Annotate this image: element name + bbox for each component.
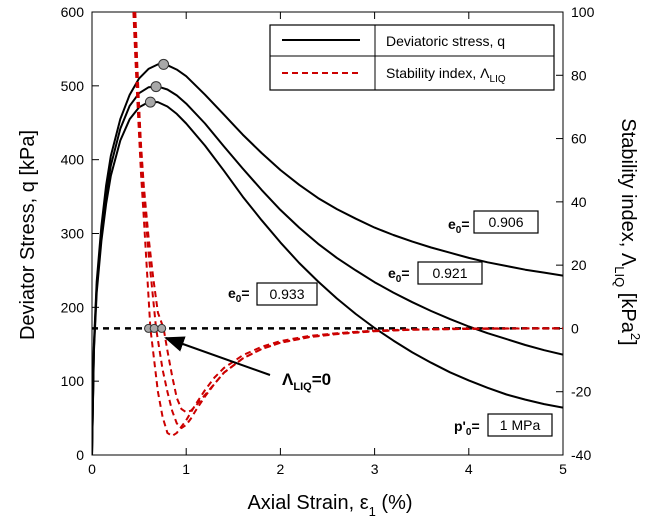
x-tick-label: 3 [371,461,379,477]
svg-text:e0=: e0= [388,265,410,285]
lambda-zero-label: ΛLIQ=0 [282,370,331,393]
legend: Deviatoric stress, q Stability index, ΛL… [269,24,555,91]
stability-curve-2 [132,12,563,437]
legend-label-stability: Stability index, ΛLIQ [386,65,506,85]
y-tick-label: 400 [61,152,85,168]
y-axis-title: Deviator Stress, q [kPa] [17,130,39,340]
deviatoric-stress-curves [92,63,563,455]
x-tick-label: 4 [465,461,473,477]
svg-text:0.906: 0.906 [488,214,523,230]
p0-label: p'0= 1 MPa [454,413,553,438]
zero-marker-2 [157,323,167,333]
peak-marker-1 [150,81,162,93]
y2-tick-label: 20 [571,257,587,273]
legend-label-stress: Deviatoric stress, q [386,33,505,49]
y-tick-label: 200 [61,299,85,315]
y2-tick-label: 60 [571,131,587,147]
y2-tick-label: 80 [571,67,587,83]
stress-curve-2 [92,101,563,455]
zero-point-arrow [164,336,271,376]
y2-axis-title: Stability index, ΛLIQ [kPa2] [612,118,643,345]
e0-label-0933: e0= 0.933 [228,282,318,306]
zero-marker-1 [149,323,159,333]
legend-box [269,24,555,91]
svg-text:p'0=: p'0= [454,418,480,438]
y2-tick-label: 0 [571,320,579,336]
y-tick-label: 600 [61,4,85,20]
y-tick-label: 500 [61,78,85,94]
y2-tick-label: -40 [571,447,591,463]
x-tick-label: 2 [277,461,285,477]
axis-tick-labels: 0 1 2 3 4 5 0 100 200 300 400 500 600 -40 -20 0 20 40 60 80… [61,4,595,477]
y-tick-label: 0 [76,447,84,463]
point-markers [144,58,170,333]
svg-text:0.921: 0.921 [432,265,467,281]
svg-text:1 MPa: 1 MPa [500,417,541,433]
y2-tick-label: -20 [571,384,591,400]
y2-tick-label: 40 [571,194,587,210]
stability-index-curves [132,12,563,437]
stress-curve-1 [92,85,563,455]
peak-marker-0 [158,58,170,70]
stress-curve-0 [92,63,563,455]
e0-label-0906: e0= 0.906 [448,210,539,236]
svg-text:0.933: 0.933 [269,286,304,302]
e0-label-0921: e0= 0.921 [388,261,483,285]
y-tick-label: 300 [61,226,85,242]
peak-marker-2 [144,96,156,108]
x-tick-label: 1 [182,461,190,477]
x-tick-label: 0 [88,461,96,477]
y2-tick-label: 100 [571,4,595,20]
svg-text:e0=: e0= [448,216,470,236]
x-axis-title: Axial Strain, ε1 (%) [247,492,412,519]
svg-text:e0=: e0= [228,285,250,305]
x-tick-label: 5 [559,461,567,477]
y-tick-label: 100 [61,373,85,389]
